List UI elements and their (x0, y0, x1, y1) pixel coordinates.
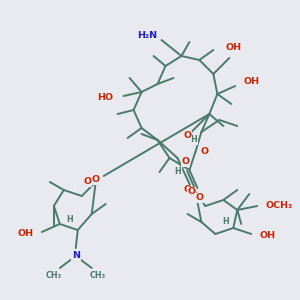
Text: OH: OH (259, 232, 275, 241)
Text: H: H (191, 136, 197, 145)
Text: N: N (72, 251, 80, 260)
Text: O: O (183, 185, 191, 194)
Text: O: O (183, 131, 191, 140)
Text: CH₃: CH₃ (46, 272, 62, 280)
Text: O: O (182, 158, 190, 166)
Text: O: O (84, 178, 92, 187)
Text: O: O (187, 188, 195, 196)
Text: H: H (66, 215, 73, 224)
Text: OH: OH (243, 77, 260, 86)
Text: OH: OH (18, 230, 34, 238)
Text: H: H (175, 167, 182, 176)
Text: OH: OH (225, 43, 242, 52)
Text: CH₃: CH₃ (90, 272, 106, 280)
Text: OCH₃: OCH₃ (265, 202, 292, 211)
Text: O: O (92, 176, 100, 184)
Text: H₂N: H₂N (137, 32, 158, 40)
Text: O: O (195, 194, 203, 202)
Text: HO: HO (98, 94, 114, 103)
Text: H: H (223, 218, 229, 226)
Text: O: O (200, 148, 208, 157)
